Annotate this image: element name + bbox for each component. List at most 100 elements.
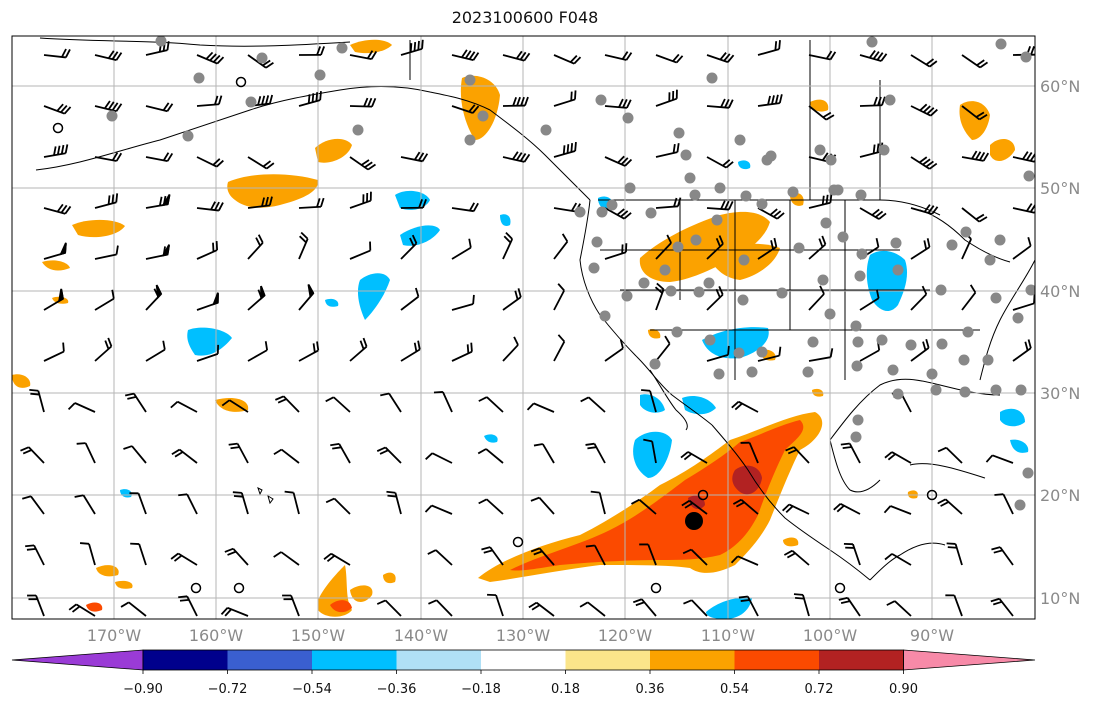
station-dot xyxy=(684,172,696,184)
wind-barb xyxy=(838,596,861,617)
station-dot xyxy=(595,94,607,106)
wind-barb xyxy=(487,593,504,617)
wind-barb xyxy=(247,156,275,170)
station-dot xyxy=(837,231,849,243)
wind-barb xyxy=(43,288,64,311)
wind-barb xyxy=(706,52,735,63)
colorbar-segment xyxy=(481,650,566,670)
station-dot xyxy=(776,287,788,299)
wind-barb xyxy=(604,98,632,109)
station-dot xyxy=(477,110,489,122)
wind-barb xyxy=(298,197,325,209)
wind-barb xyxy=(284,490,300,515)
wind-barb xyxy=(757,94,783,107)
colorbar: −0.90 −0.72 −0.54 −0.36 −0.18 0.18 0.36 0.54 0.7… xyxy=(11,649,1036,697)
colorbar-extend-right xyxy=(903,649,1036,671)
wind-barb xyxy=(730,555,759,566)
wind-barb xyxy=(808,105,835,121)
wind-barb xyxy=(590,490,606,515)
wind-barb xyxy=(530,496,555,515)
wind-barb xyxy=(325,497,351,515)
lon-label: 130°W xyxy=(496,626,551,645)
station-dot xyxy=(245,96,257,108)
wind-barb xyxy=(859,96,886,107)
wind-barb xyxy=(43,144,69,158)
blue-east-1 xyxy=(1000,408,1025,427)
wind-barb xyxy=(43,48,71,59)
west-coast xyxy=(579,199,713,426)
calm-wind-marker xyxy=(697,489,709,501)
wind-barb xyxy=(632,598,657,617)
wind-barb xyxy=(94,289,115,311)
wind-barb xyxy=(20,446,45,464)
wind-barb xyxy=(883,505,912,515)
orange-caribbean xyxy=(907,490,918,499)
wind-barb xyxy=(528,601,555,617)
colorbar-tick-label: −0.36 xyxy=(377,682,417,697)
orange-centram xyxy=(783,537,799,547)
wind-barb xyxy=(502,288,522,311)
station-dot xyxy=(851,360,863,372)
wind-barb xyxy=(275,395,300,413)
wind-barb xyxy=(910,238,931,260)
wind-barb xyxy=(196,241,219,260)
station-dot xyxy=(994,234,1006,246)
station-dot xyxy=(1022,467,1034,479)
wind-barb xyxy=(604,207,632,220)
orange-pac-6 xyxy=(215,398,249,412)
wind-barb xyxy=(349,156,376,171)
wind-barb xyxy=(553,283,565,311)
wind-barb xyxy=(325,396,351,413)
lon-label: 160°W xyxy=(189,626,244,645)
wind-barb xyxy=(424,504,453,515)
yucatan xyxy=(829,439,881,493)
orange-pac-8 xyxy=(115,580,133,589)
blue-east-2 xyxy=(1010,439,1029,453)
station-dot xyxy=(990,292,1002,304)
wind-barb xyxy=(530,547,555,566)
wind-barb xyxy=(1012,237,1032,260)
wind-barb xyxy=(946,542,963,566)
wind-barb xyxy=(961,150,990,162)
wind-barb xyxy=(428,599,453,617)
station-dot xyxy=(734,134,746,146)
wind-barb xyxy=(859,50,888,62)
wind-barb xyxy=(526,402,555,413)
calm-wind-marker xyxy=(512,536,524,548)
wind-barb xyxy=(991,546,1014,566)
orange-pac-7 xyxy=(96,565,119,577)
lat-label: 10°N xyxy=(1040,589,1080,608)
wind-barb xyxy=(655,197,682,209)
station-dot xyxy=(193,72,205,84)
wind-barb xyxy=(323,552,351,566)
wind-barb xyxy=(884,451,912,464)
wind-barb xyxy=(655,335,671,362)
wind-barb xyxy=(376,599,402,617)
wind-barb xyxy=(94,245,119,260)
wind-barb xyxy=(808,50,837,61)
orange-canada-3 xyxy=(810,99,829,112)
blue-pac-6 xyxy=(500,214,511,226)
wind-barb xyxy=(961,284,977,311)
wind-barb xyxy=(477,448,504,464)
wind-barb xyxy=(298,284,315,311)
station-dot xyxy=(713,368,725,380)
wind-barb xyxy=(425,452,453,464)
station-dot xyxy=(850,320,862,332)
wind-barb xyxy=(178,595,198,617)
station-dot xyxy=(856,248,868,260)
wind-barb xyxy=(961,105,988,121)
wind-barb xyxy=(220,606,249,617)
wind-barb xyxy=(43,342,65,362)
wind-barb xyxy=(910,204,939,215)
station-dot xyxy=(336,42,348,54)
station-dot xyxy=(832,184,844,196)
wind-barb xyxy=(129,492,147,515)
station-dot xyxy=(714,182,726,194)
red-pac-9 xyxy=(330,600,352,613)
station-dot xyxy=(756,346,768,358)
wind-barb xyxy=(630,498,657,515)
wind-barb xyxy=(349,241,372,260)
wind-barb xyxy=(937,498,963,515)
wind-barb xyxy=(655,53,684,64)
